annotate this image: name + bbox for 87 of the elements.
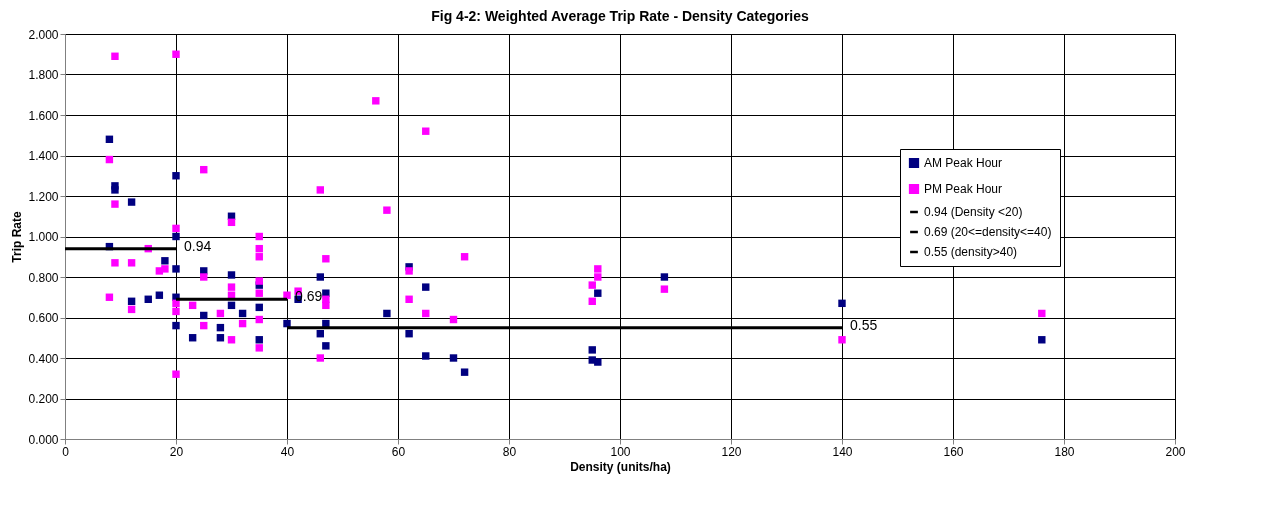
point xyxy=(227,283,236,291)
y-tick-label: 0.200 xyxy=(28,392,59,406)
y-tick-label: 0.400 xyxy=(28,351,59,366)
x-tick-label: 100 xyxy=(610,444,631,459)
point xyxy=(283,319,291,328)
point xyxy=(255,344,263,352)
point xyxy=(283,291,291,299)
point xyxy=(316,273,325,281)
point xyxy=(405,267,413,275)
point xyxy=(588,281,596,289)
y-tick-label: 1.800 xyxy=(28,68,59,82)
point xyxy=(405,295,413,303)
x-tick-label: 60 xyxy=(391,444,406,459)
point xyxy=(660,285,669,293)
point xyxy=(449,354,458,362)
point xyxy=(405,329,413,338)
y-tick-label: 0.000 xyxy=(28,432,59,447)
point xyxy=(594,265,602,273)
x-tick-label: 40 xyxy=(280,444,295,459)
point xyxy=(172,307,180,316)
annotation: 0.94 xyxy=(184,237,212,254)
point xyxy=(838,299,846,308)
point xyxy=(383,309,391,318)
point xyxy=(255,277,263,285)
point xyxy=(372,97,380,105)
legend-label: AM Peak Hour xyxy=(924,156,1003,170)
point xyxy=(422,283,430,291)
annotation: 0.55 xyxy=(850,316,878,333)
point xyxy=(460,368,469,376)
y-tick-label: 2.000 xyxy=(28,27,59,42)
point xyxy=(227,271,236,279)
x-tick-label: 80 xyxy=(502,444,517,459)
point xyxy=(127,259,136,267)
y-tick-label: 0.600 xyxy=(28,311,59,325)
point xyxy=(316,186,325,194)
point xyxy=(172,299,180,308)
point xyxy=(172,265,180,273)
point xyxy=(383,206,391,214)
legend-label: 0.94 (Density <20) xyxy=(924,205,1023,219)
x-tick-label: 140 xyxy=(832,444,853,459)
chart-title: Fig 4-2: Weighted Average Trip Rate - Density Categories xyxy=(431,8,809,24)
y-tick-label: 1.600 xyxy=(28,108,59,123)
point xyxy=(111,259,119,267)
point xyxy=(838,336,846,344)
point xyxy=(172,50,180,58)
point xyxy=(594,289,602,297)
point xyxy=(588,346,596,354)
y-axis-title: Trip Rate xyxy=(10,211,25,263)
point xyxy=(322,301,330,310)
point xyxy=(594,273,602,281)
x-tick-label: 200 xyxy=(1165,444,1186,459)
x-tick-label: 180 xyxy=(1054,444,1075,459)
point xyxy=(1038,336,1046,344)
y-tick-label: 1.200 xyxy=(28,189,59,204)
legend-label: 0.69 (20<=density<=40) xyxy=(924,225,1052,239)
point xyxy=(111,186,119,194)
point xyxy=(172,370,180,378)
point xyxy=(594,358,602,366)
point xyxy=(255,289,263,297)
y-tick-label: 1.000 xyxy=(28,230,59,244)
point xyxy=(161,257,169,265)
point xyxy=(111,200,119,208)
point xyxy=(172,321,180,330)
point xyxy=(111,52,119,60)
point xyxy=(172,172,180,180)
x-tick-label: 120 xyxy=(721,444,742,459)
x-tick-label: 160 xyxy=(943,444,964,459)
y-tick-label: 1.400 xyxy=(28,149,59,163)
point xyxy=(422,352,430,360)
x-tick-label: 20 xyxy=(169,444,184,459)
point xyxy=(322,342,330,350)
annotation: 0.69 xyxy=(295,288,323,305)
y-tick-label: 0.800 xyxy=(28,270,59,285)
point xyxy=(316,354,325,362)
x-tick-label: 0 xyxy=(62,444,70,459)
point xyxy=(172,224,180,233)
legend-label: PM Peak Hour xyxy=(924,182,1003,196)
point xyxy=(161,265,169,273)
point xyxy=(172,232,180,241)
point xyxy=(127,198,136,206)
x-axis-title: Density (units/ha) xyxy=(570,459,671,474)
legend-label: 0.55 (density>40) xyxy=(924,245,1018,259)
point xyxy=(660,273,669,281)
point xyxy=(422,127,430,135)
point xyxy=(1038,309,1046,318)
point xyxy=(200,273,208,281)
point xyxy=(322,255,330,263)
